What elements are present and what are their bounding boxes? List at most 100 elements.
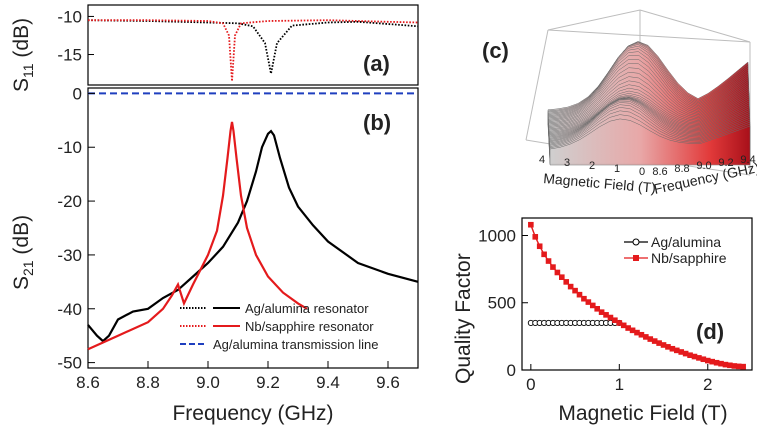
panel-d-point-nb-sapphire xyxy=(731,363,738,369)
panel-a-ylabel-main: S xyxy=(10,78,33,92)
panel-c-frequency-tick-label: 8.8 xyxy=(674,163,689,175)
panel-d-point-nb-sapphire xyxy=(545,258,552,264)
panel-b-y-tick-label: -30 xyxy=(57,246,82,265)
panel-b-x-axis-title: Frequency (GHz) xyxy=(172,402,333,425)
panel-b-x-tick-label: 9.0 xyxy=(196,373,220,392)
panel-c-field-ticks: 4 3 2 1 0 xyxy=(539,154,645,178)
panel-d-y-tick-label: 0 xyxy=(507,361,516,380)
surface-slice xyxy=(549,118,751,166)
panel-d-point-nb-sapphire xyxy=(691,353,698,360)
panel-d-point-nb-sapphire xyxy=(727,362,733,369)
panel-d-y-axis-title: Quality Factor xyxy=(452,253,475,384)
panel-b-legend: Ag/alumina resonator Nb/sapphire resonat… xyxy=(180,301,378,352)
panel-d-point-nb-sapphire xyxy=(660,342,667,348)
panel-a-y-ticks: -10 -15 xyxy=(57,7,94,65)
panel-d-frame xyxy=(521,217,753,371)
panel-d-point-nb-sapphire xyxy=(696,355,702,361)
panel-d-x-ticks: 0 1 2 xyxy=(526,364,713,394)
panel-d-point-nb-sapphire xyxy=(528,221,534,228)
panel-a-label: (a) xyxy=(363,51,390,76)
panel-b-y-tick-label: -10 xyxy=(57,138,82,157)
panel-d-point-nb-sapphire xyxy=(665,344,671,350)
panel-c-frequency-ticks: 8.6 8.8 9.0 9.2 9.4 xyxy=(652,154,755,178)
panel-c-field-tick-label: 0 xyxy=(639,166,645,178)
panel-d-point-nb-sapphire xyxy=(607,314,614,321)
panel-d-point-nb-sapphire xyxy=(740,363,746,370)
panel-d-point-nb-sapphire xyxy=(643,334,649,340)
panel-b-y-tick-label: -20 xyxy=(57,192,82,211)
panel-d-point-nb-sapphire xyxy=(554,269,561,276)
panel-c-label: (c) xyxy=(482,38,509,63)
panel-b-x-tick-label: 9.6 xyxy=(376,373,400,392)
panel-b-y-axis-title: S21 (dB) xyxy=(10,215,36,290)
panel-d-x-tick-label: 0 xyxy=(526,375,535,394)
panel-d-y-tick-label: 500 xyxy=(488,294,516,313)
panel-d-point-nb-sapphire xyxy=(581,295,587,302)
panel-d-point-nb-sapphire xyxy=(700,356,707,363)
panel-d-point-nb-sapphire xyxy=(682,350,689,357)
panel-d-point-nb-sapphire xyxy=(718,360,724,367)
panel-d-point-nb-sapphire xyxy=(603,312,609,318)
legend-ag-alumina-marker xyxy=(632,238,640,246)
panel-b-ylabel-unit: (dB) xyxy=(10,215,33,261)
panel-d-point-nb-sapphire xyxy=(713,359,720,366)
panel-d-point-nb-sapphire xyxy=(722,361,729,368)
panel-d-legend: Ag/alumina Nb/sapphire xyxy=(624,234,727,266)
box-edge xyxy=(639,9,751,43)
panel-c-field-tick-label: 1 xyxy=(614,163,620,175)
panel-d-point-nb-sapphire xyxy=(585,299,592,305)
panel-b-x-tick-label: 8.8 xyxy=(136,373,160,392)
panel-b-x-ticks: 8.6 8.8 9.0 9.2 9.4 9.6 xyxy=(76,361,400,392)
panel-d-point-nb-sapphire xyxy=(687,352,693,359)
panel-a-series-ag-alumina xyxy=(87,19,419,74)
panel-a-y-axis-title: S11 (dB) xyxy=(10,18,36,92)
panel-d-point-nb-sapphire xyxy=(559,274,565,280)
panel-d-point-nb-sapphire xyxy=(620,322,627,329)
panel-b-y-tick-label: 0 xyxy=(73,84,82,103)
panel-d-point-nb-sapphire xyxy=(629,327,636,334)
panel-c-field-tick-label: 2 xyxy=(589,160,595,172)
legend-ag-alumina-label: Ag/alumina xyxy=(651,234,721,250)
panel-b-ylabel-main: S xyxy=(10,276,33,290)
surface-plot xyxy=(547,41,751,166)
panel-d-point-nb-sapphire xyxy=(576,291,583,298)
legend-nb-sapphire-label: Nb/sapphire xyxy=(651,250,727,266)
panel-d-point-nb-sapphire xyxy=(735,363,742,370)
panel-d-point-nb-sapphire xyxy=(532,234,539,240)
panel-d-point-nb-sapphire xyxy=(634,329,640,336)
panel-d-point-nb-sapphire xyxy=(678,349,685,355)
panel-d-point-nb-sapphire xyxy=(589,302,596,309)
panel-d-y-tick-label: 1000 xyxy=(478,226,516,245)
panel-a-y-tick-label: -15 xyxy=(57,46,82,65)
panel-d-point-nb-sapphire xyxy=(541,251,547,258)
legend-nb-sapphire-marker xyxy=(633,255,639,261)
surface-box xyxy=(525,9,751,176)
panel-d-label: (d) xyxy=(696,319,724,344)
box-edge xyxy=(547,9,641,31)
panel-d-point-nb-sapphire xyxy=(625,325,631,331)
panel-b-x-tick-label: 8.6 xyxy=(76,373,100,392)
panel-d-point-nb-sapphire xyxy=(669,345,676,352)
panel-c-frequency-tick-label: 8.6 xyxy=(652,166,667,178)
panel-d-point-nb-sapphire xyxy=(704,357,711,364)
panel-d-point-nb-sapphire xyxy=(709,358,715,365)
panel-d-x-tick-label: 2 xyxy=(703,375,712,394)
panel-a-ylabel-unit: (dB) xyxy=(10,18,33,64)
panel-b-series-nb-sapphire-resonator xyxy=(87,121,308,351)
panel-d-point-nb-sapphire xyxy=(567,283,574,290)
panel-d-point-nb-sapphire xyxy=(616,320,623,326)
panel-c-field-tick-label: 4 xyxy=(539,154,545,166)
panel-a-ylabel-sub: 11 xyxy=(20,63,36,78)
panel-b: 0-10-20-30-40-50 8.6 8.8 9.0 9.2 9.4 9.6 (b) … xyxy=(10,84,419,425)
panel-d-point-nb-sapphire xyxy=(647,336,654,342)
panel-d-point-nb-sapphire xyxy=(572,287,578,294)
panel-b-frame xyxy=(87,87,419,369)
panel-b-ylabel-sub: 21 xyxy=(20,260,36,276)
panel-b-y-ticks: 0 -10 -20 -30 -40 -50 xyxy=(57,84,95,373)
panel-d-point-nb-sapphire xyxy=(612,317,618,324)
legend-nb-resonator-label: Nb/sapphire resonator xyxy=(245,319,374,334)
panel-d-point-nb-sapphire xyxy=(674,347,680,354)
box-edge xyxy=(525,29,549,141)
